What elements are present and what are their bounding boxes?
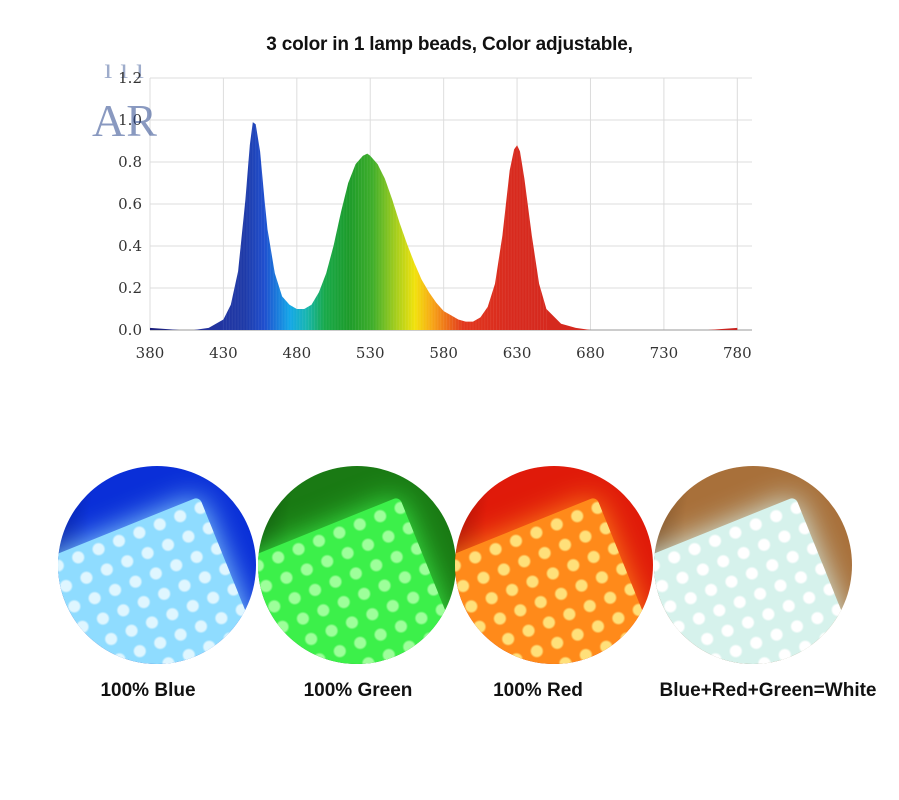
x-tick-label-7: 730 bbox=[650, 344, 679, 362]
led-bead-grid bbox=[258, 496, 456, 664]
y-tick-label-6: 1.2 bbox=[118, 69, 142, 87]
led-panel bbox=[455, 496, 653, 664]
led-bead-grid bbox=[455, 496, 653, 664]
y-tick-label-4: 0.8 bbox=[118, 153, 142, 171]
x-tick-label-8: 780 bbox=[723, 344, 752, 362]
sample-label-3: 100% Red bbox=[493, 680, 583, 701]
y-tick-labels: 0.0 0.2 0.4 0.6 0.8 1.0 1.2 bbox=[118, 69, 142, 339]
x-tick-label-4: 580 bbox=[429, 344, 458, 362]
led-bead-grid bbox=[654, 496, 852, 664]
watermark-logo: AR bbox=[92, 95, 158, 146]
sample-photo-2 bbox=[258, 466, 456, 664]
led-bead-grid bbox=[58, 496, 256, 664]
x-tick-label-6: 680 bbox=[576, 344, 605, 362]
y-tick-label-1: 0.2 bbox=[118, 279, 142, 297]
x-tick-label-3: 530 bbox=[356, 344, 385, 362]
x-tick-label-5: 630 bbox=[503, 344, 532, 362]
y-tick-label-2: 0.4 bbox=[118, 237, 142, 255]
sample-label-2: 100% Green bbox=[303, 680, 413, 701]
x-tick-label-0: 380 bbox=[136, 344, 165, 362]
led-panel bbox=[258, 496, 456, 664]
sample-photo-3 bbox=[455, 466, 653, 664]
y-tick-label-0: 0.0 bbox=[118, 321, 142, 339]
x-tick-labels: 380 430 480 530 580 630 680 730 780 bbox=[136, 344, 752, 362]
led-panel bbox=[654, 496, 852, 664]
y-tick-label-3: 0.6 bbox=[118, 195, 142, 213]
sample-label-4: Blue+Red+Green=White bbox=[659, 680, 877, 701]
led-panel bbox=[58, 496, 256, 664]
spectrum-chart: 380 430 480 530 580 630 680 730 780 0.0 0.2 0.4 0.6… bbox=[118, 69, 752, 362]
x-tick-label-2: 480 bbox=[283, 344, 312, 362]
x-tick-label-1: 430 bbox=[209, 344, 238, 362]
y-tick-label-5: 1.0 bbox=[118, 111, 142, 129]
sample-label-1: 100% Blue bbox=[100, 680, 196, 701]
sample-photo-4 bbox=[654, 466, 852, 664]
watermark-top-glyphs: ı ı ı bbox=[104, 52, 145, 85]
series-area bbox=[150, 78, 738, 330]
chart-title: 3 color in 1 lamp beads, Color adjustabl… bbox=[266, 34, 633, 55]
sample-photo-1 bbox=[58, 466, 256, 664]
